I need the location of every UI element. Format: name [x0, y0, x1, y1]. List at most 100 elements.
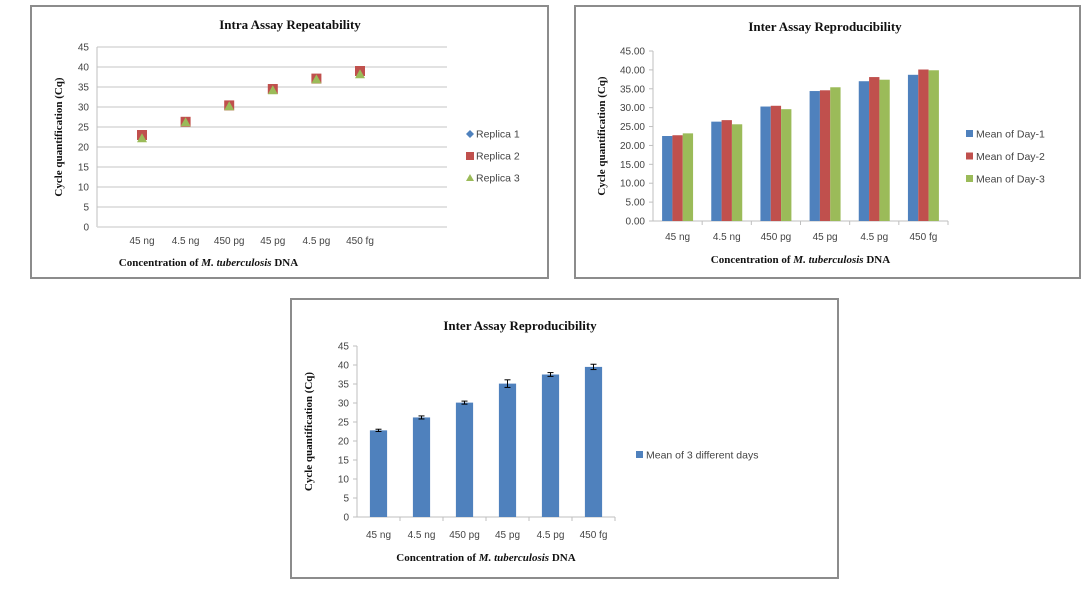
chart2-bar	[731, 124, 743, 221]
chart2-y-tick-label: 30.00	[620, 103, 645, 114]
chart3-x-tick-label: 450 fg	[580, 530, 608, 541]
chart3-y-tick-label: 35	[338, 380, 350, 391]
chart3-bar	[369, 430, 388, 517]
chart1-point-replica-3	[355, 69, 365, 79]
chart2-y-tick-label: 5.00	[626, 198, 646, 209]
chart1-x-axis-label: Concentration of M. tuberculosis DNA	[119, 257, 298, 269]
chart3-x-tick-label: 4.5 pg	[537, 530, 565, 541]
chart2-legend-key-0	[966, 130, 973, 137]
chart3-title: Inter Assay Reproducibility	[443, 318, 597, 333]
chart1-x-tick-label: 45 ng	[129, 236, 154, 247]
chart2-legend-label: Mean of Day-3	[976, 174, 1045, 186]
chart2-bar	[682, 133, 694, 221]
chart3-x-tick-label: 4.5 ng	[408, 530, 436, 541]
chart2-bar	[869, 77, 880, 221]
chart1-y-tick-label: 0	[83, 223, 89, 234]
chart2-y-tick-label: 10.00	[620, 179, 645, 190]
chart2-x-axis-label: Concentration of M. tuberculosis DNA	[711, 254, 890, 266]
chart2-x-tick-label: 45 pg	[813, 232, 838, 243]
chart2-x-tick-label: 4.5 pg	[860, 232, 888, 243]
chart1-legend-label: Replica 2	[476, 151, 520, 163]
chart3-y-tick-label: 10	[338, 475, 350, 486]
chart1-legend-label: Replica 1	[476, 129, 520, 141]
chart3-y-tick-label: 5	[343, 494, 349, 505]
chart2-legend-key-1	[966, 152, 973, 160]
chart3-bar	[541, 374, 560, 517]
chart2-bar	[819, 90, 831, 222]
chart2-y-tick-label: 25.00	[620, 122, 645, 133]
chart3-x-axis-label: Concentration of M. tuberculosis DNA	[396, 552, 575, 564]
chart2-bar	[858, 81, 870, 221]
chart2-bar	[879, 79, 890, 221]
chart2-legend-label: Mean of Day-1	[976, 129, 1045, 141]
chart2-x-axis-label-italic: M. tuberculosis	[792, 254, 863, 266]
chart2-legend-label: Mean of Day-2	[976, 151, 1045, 163]
chart1-x-tick-label: 450 fg	[346, 236, 374, 247]
chart3-x-tick-label: 45 ng	[366, 530, 391, 541]
chart2-x-axis-label-suffix: DNA	[864, 254, 891, 266]
chart2-y-tick-label: 20.00	[620, 141, 645, 152]
chart2-bar	[918, 69, 929, 221]
chart1-y-tick-label: 40	[78, 63, 90, 74]
chart1-x-axis-label-prefix: Concentration of	[119, 257, 202, 269]
chart2-bar	[711, 121, 722, 221]
chart1-point-replica-3	[180, 117, 191, 127]
chart1-x-tick-label: 4.5 pg	[302, 236, 330, 247]
chart1-legend-label: Replica 3	[476, 173, 520, 185]
chart2-y-tick-label: 0.00	[626, 217, 646, 228]
chart1-y-tick-label: 20	[78, 143, 90, 154]
chart2-bar	[907, 74, 919, 221]
chart1-y-tick-label: 45	[78, 43, 90, 54]
chart1-x-tick-label: 450 pg	[214, 236, 245, 247]
chart2-bar	[928, 70, 939, 222]
chart3-x-tick-label: 450 pg	[449, 530, 480, 541]
chart1-y-tick-label: 30	[78, 103, 90, 114]
chart1-y-tick-label: 35	[78, 83, 90, 94]
chart2-y-tick-label: 45.00	[620, 47, 645, 58]
chart1-title: Intra Assay Repeatability	[219, 17, 361, 32]
chart1-y-tick-label: 10	[78, 183, 90, 194]
chart2-bar	[809, 91, 820, 222]
chart3-y-axis-label: Cycle quantification (Cq)	[303, 372, 315, 492]
chart2-bar	[770, 105, 782, 221]
chart3-x-axis-label-italic: M. tuberculosis	[478, 552, 549, 564]
chart3-bar	[412, 417, 431, 517]
chart2-y-tick-label: 35.00	[620, 84, 645, 95]
chart1-x-axis-label-suffix: DNA	[272, 257, 299, 269]
chart1-point-replica-3	[137, 133, 147, 143]
chart3-bar	[455, 402, 474, 517]
chart2-y-tick-label: 15.00	[620, 160, 645, 171]
chart1-point-replica-3	[267, 85, 278, 95]
chart2-x-tick-label: 450 fg	[910, 232, 938, 243]
chart3-y-tick-label: 25	[338, 418, 350, 429]
chart3-bar	[584, 366, 603, 517]
chart3-bar	[498, 383, 517, 517]
chart1-x-axis-label-italic: M. tuberculosis	[200, 257, 271, 269]
chart1-legend-key-1	[466, 152, 474, 160]
chart3-y-tick-label: 40	[338, 361, 350, 372]
chart2-bar	[662, 136, 673, 221]
chart3-x-axis-label-prefix: Concentration of	[396, 552, 479, 564]
chart3-x-axis-label-suffix: DNA	[549, 552, 576, 564]
chart2-bar	[760, 106, 771, 221]
chart1-y-tick-label: 5	[83, 203, 89, 214]
chart1-point-replica-3	[224, 101, 235, 111]
chart1-x-tick-label: 45 pg	[260, 236, 285, 247]
chart3-y-tick-label: 45	[338, 342, 350, 353]
chart1-x-tick-label: 4.5 ng	[172, 236, 200, 247]
chart2-y-axis-label: Cycle quantification (Cq)	[596, 76, 608, 196]
chart1-legend-key-2	[466, 174, 474, 181]
chart3-y-tick-label: 0	[343, 513, 349, 524]
chart3-y-tick-label: 20	[338, 437, 350, 448]
chart1-y-axis-label: Cycle quantification (Cq)	[53, 77, 65, 197]
chart2-y-tick-label: 40.00	[620, 65, 645, 76]
chart3-legend-key-0	[636, 451, 643, 458]
chart1-y-tick-label: 15	[78, 163, 90, 174]
chart3-legend-label: Mean of 3 different days	[646, 450, 758, 462]
chart2-bar	[781, 109, 792, 221]
chart2-x-tick-label: 4.5 ng	[713, 232, 741, 243]
chart3-y-tick-label: 15	[338, 456, 350, 467]
chart3-y-tick-label: 30	[338, 399, 350, 410]
chart1-point-replica-3	[311, 74, 322, 84]
